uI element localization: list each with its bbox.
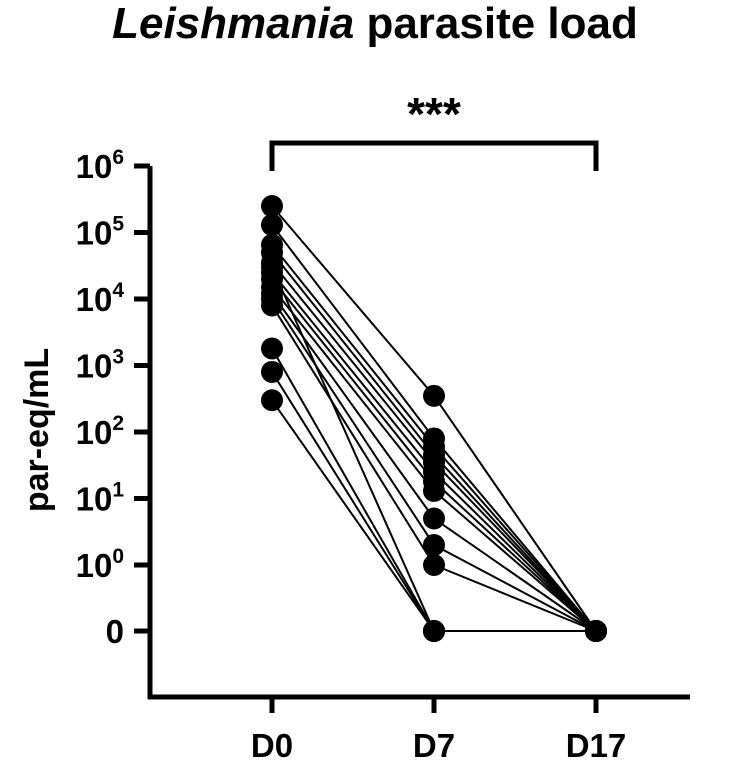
data-point-d7 (423, 554, 445, 576)
data-point-d0 (261, 213, 283, 236)
data-point-d7 (423, 620, 445, 642)
data-point-d7 (423, 507, 445, 530)
data-point-d7 (423, 533, 445, 556)
y-tick-label: 102 (76, 412, 124, 451)
data-point-d7 (423, 479, 445, 502)
x-tick-label: D17 (566, 727, 627, 764)
y-tick-label: 104 (76, 279, 125, 318)
data-point-d0 (261, 389, 283, 412)
data-point-d0 (261, 294, 283, 317)
data-point-d17 (585, 620, 607, 642)
tick-labels: 0 100 101 102 103 104 105 106 D0 D7 D17 par-eq/mL (18, 146, 626, 764)
y-tick-label: 105 (76, 213, 125, 252)
x-tick-label: D7 (413, 727, 455, 764)
axes (134, 163, 690, 713)
y-tick-label: 103 (76, 346, 124, 385)
data-point-d7 (423, 384, 445, 407)
y-tick-label: 100 (76, 545, 124, 584)
data-point-d0 (261, 337, 283, 360)
x-tick-label: D0 (251, 727, 293, 764)
y-axis-label: par-eq/mL (18, 348, 56, 512)
data-point-d0 (261, 360, 283, 383)
significance-label: *** (407, 88, 461, 140)
data-point-d0 (261, 256, 283, 279)
bracket-line (269, 140, 599, 171)
chart-title: Leishmania parasite load (0, 0, 750, 46)
data-point-d0 (261, 195, 283, 218)
title-italic: Leishmania (112, 0, 355, 48)
y-tick-label: 101 (76, 479, 125, 518)
y-tick-label: 0 (106, 613, 124, 650)
data-points (261, 195, 607, 642)
significance-bracket: *** (269, 88, 599, 171)
y-tick-label: 106 (76, 146, 124, 185)
title-rest: parasite load (366, 0, 638, 48)
